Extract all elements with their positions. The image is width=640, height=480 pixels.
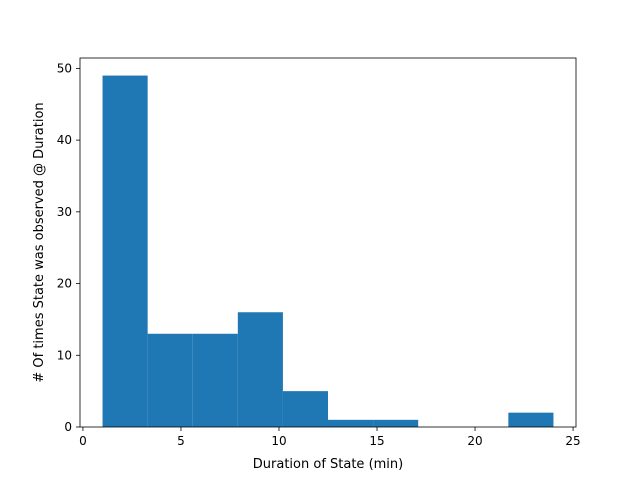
y-tick-label: 20 <box>57 277 72 291</box>
y-axis-label: # Of times State was observed @ Duration <box>32 102 47 382</box>
x-tick-label: 20 <box>467 434 482 448</box>
histogram-bar-0 <box>102 75 148 428</box>
y-tick-label: 0 <box>64 420 72 434</box>
plot-frame <box>79 57 577 428</box>
y-tick-label: 40 <box>57 133 72 147</box>
y-tick-label: 50 <box>57 61 72 75</box>
histogram-bar-3 <box>237 312 283 427</box>
histogram-bar-4 <box>282 391 328 427</box>
x-tick-label: 15 <box>369 434 384 448</box>
histogram-bar-9 <box>508 412 554 427</box>
x-tick-label: 10 <box>271 434 286 448</box>
histogram-bar-6 <box>373 419 419 427</box>
bars-group <box>102 75 554 428</box>
x-axis-label: Duration of State (min) <box>253 457 403 472</box>
histogram-bar-5 <box>328 419 374 427</box>
histogram-bar-1 <box>147 333 193 427</box>
x-axis-ticks: 0 5 10 15 20 25 <box>79 427 581 448</box>
x-tick-label: 5 <box>177 434 185 448</box>
x-tick-label: 0 <box>79 434 87 448</box>
y-tick-label: 10 <box>57 348 72 362</box>
histogram-bar-2 <box>192 333 238 427</box>
y-axis-ticks: 0 10 20 30 40 50 <box>57 61 80 434</box>
x-tick-label: 25 <box>565 434 580 448</box>
y-tick-label: 30 <box>57 205 72 219</box>
